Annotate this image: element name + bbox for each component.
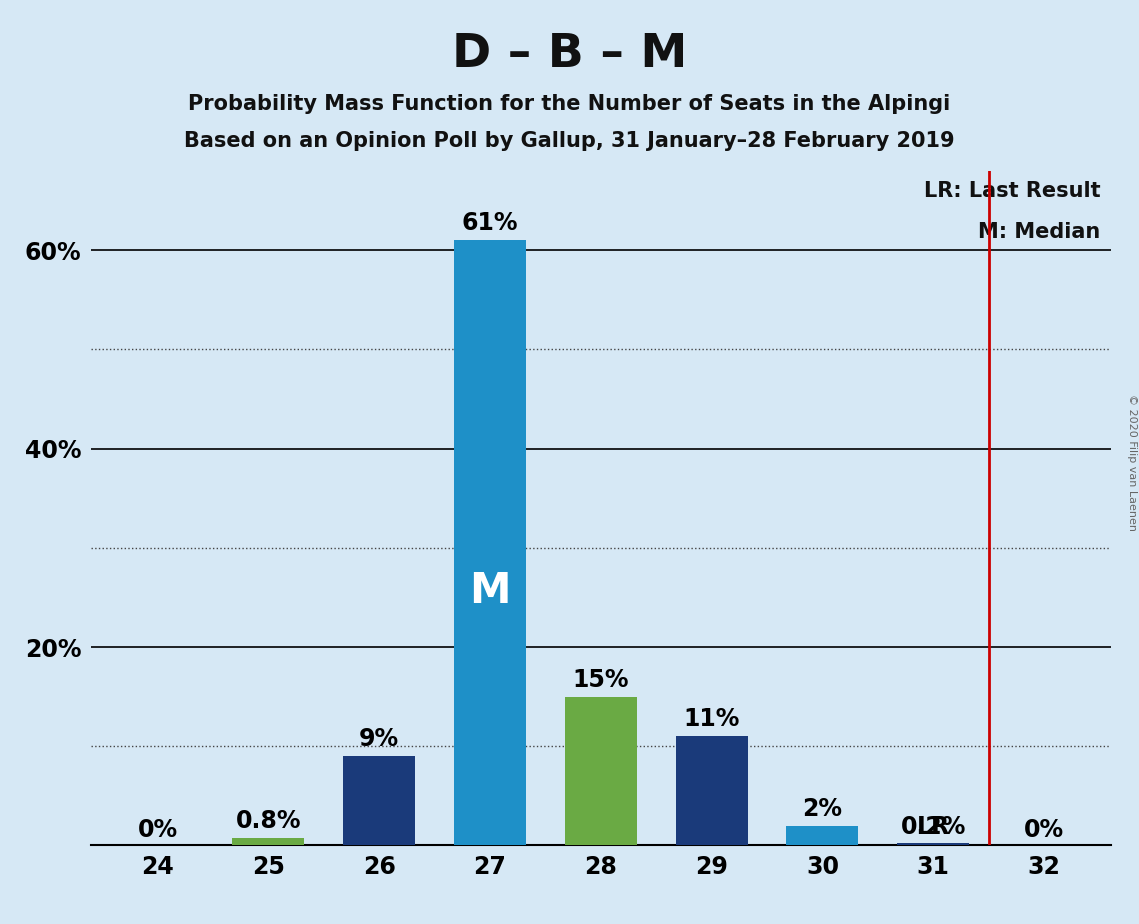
Text: 15%: 15% xyxy=(573,668,629,692)
Text: 61%: 61% xyxy=(461,212,518,236)
Bar xyxy=(343,756,416,845)
Text: 0%: 0% xyxy=(1024,819,1064,843)
Text: © 2020 Filip van Laenen: © 2020 Filip van Laenen xyxy=(1126,394,1137,530)
Text: M: Median: M: Median xyxy=(978,222,1100,241)
Text: 0%: 0% xyxy=(138,819,178,843)
Bar xyxy=(565,697,637,845)
Text: 2%: 2% xyxy=(803,796,843,821)
Text: LR: LR xyxy=(917,815,950,838)
Text: LR: Last Result: LR: Last Result xyxy=(924,181,1100,201)
Text: 0.2%: 0.2% xyxy=(901,815,966,838)
Bar xyxy=(232,837,304,845)
Bar xyxy=(786,826,859,845)
Text: 9%: 9% xyxy=(359,727,400,751)
Text: 11%: 11% xyxy=(683,708,740,732)
Bar xyxy=(454,240,526,845)
Text: M: M xyxy=(469,570,510,613)
Text: Probability Mass Function for the Number of Seats in the Alpingi: Probability Mass Function for the Number… xyxy=(188,94,951,115)
Text: Based on an Opinion Poll by Gallup, 31 January–28 February 2019: Based on an Opinion Poll by Gallup, 31 J… xyxy=(185,131,954,152)
Bar xyxy=(675,736,747,845)
Text: D – B – M: D – B – M xyxy=(452,32,687,78)
Bar xyxy=(898,844,969,845)
Text: 0.8%: 0.8% xyxy=(236,808,301,833)
